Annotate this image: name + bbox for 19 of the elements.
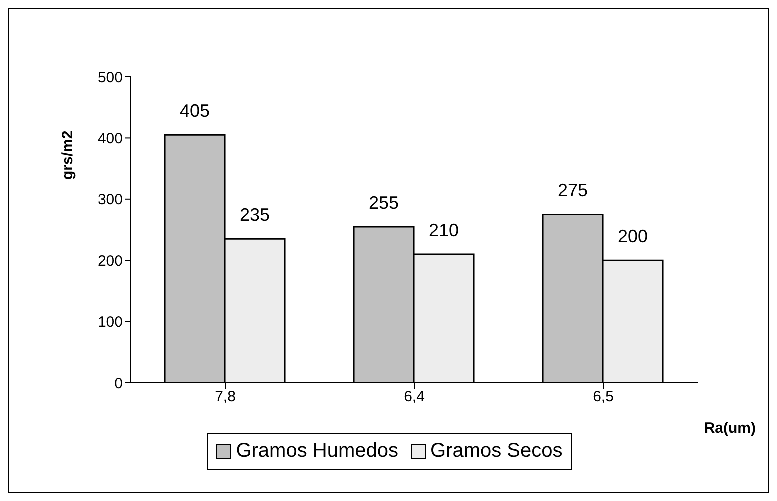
data-label: 200 [618,226,648,247]
y-tick-label: 500 [98,69,123,86]
data-label: 405 [180,101,210,122]
y-tick-label: 400 [98,130,123,148]
x-axis-title: Ra(um) [704,420,756,437]
data-label: 275 [558,180,588,201]
y-tick-label: 100 [98,314,123,332]
legend-label: Gramos Secos [430,440,563,463]
x-tick-label: 6,5 [593,388,614,406]
data-label: 235 [240,205,270,226]
y-tick-label: 200 [98,252,123,270]
y-tick-label: 0 [114,375,123,392]
y-tick-label: 300 [98,192,123,209]
data-label: 255 [368,192,400,213]
x-tick-label: 7,8 [215,388,236,406]
legend-label: Gramos Humedos [236,440,398,463]
y-axis-title: grs/m2 [59,130,76,180]
x-tick-label: 6,4 [404,388,425,406]
data-label: 210 [428,220,460,240]
